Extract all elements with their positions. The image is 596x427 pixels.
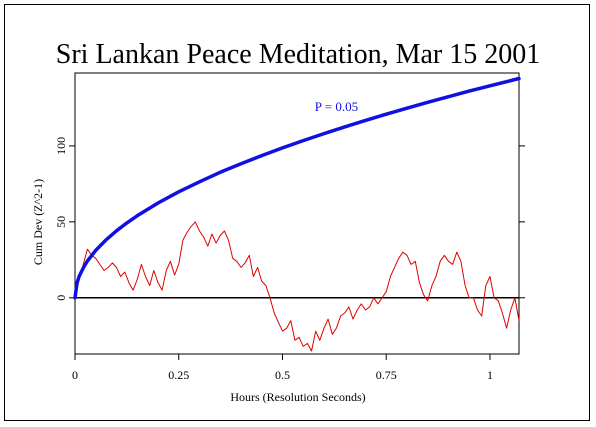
annotation-layer: P = 0.05 <box>315 99 358 114</box>
y-axis-label: Cum Dev (Z^2-1) <box>31 179 45 265</box>
axis-ticks: 0 0.25 0.5 0.75 1 0 50 100 <box>54 137 525 382</box>
x-tick-label: 1 <box>487 368 493 382</box>
y-tick-label: 100 <box>54 137 68 155</box>
y-tick-label: 50 <box>54 216 68 228</box>
x-tick-label: 0.25 <box>168 368 189 382</box>
x-axis-label: Hours (Resolution Seconds) <box>230 390 365 404</box>
chart-title: Sri Lankan Peace Meditation, Mar 15 2001 <box>56 39 540 70</box>
x-tick-label: 0.75 <box>376 368 397 382</box>
cumdev-series-line <box>74 221 520 352</box>
p05-envelope-line <box>73 76 521 300</box>
p05-annotation: P = 0.05 <box>315 99 358 114</box>
x-tick-label: 0.5 <box>275 368 290 382</box>
y-tick-label: 0 <box>54 295 68 301</box>
series-layer <box>73 76 521 352</box>
x-tick-label: 0 <box>72 368 78 382</box>
plot-area-border <box>74 72 520 355</box>
plot-frame <box>4 4 590 421</box>
